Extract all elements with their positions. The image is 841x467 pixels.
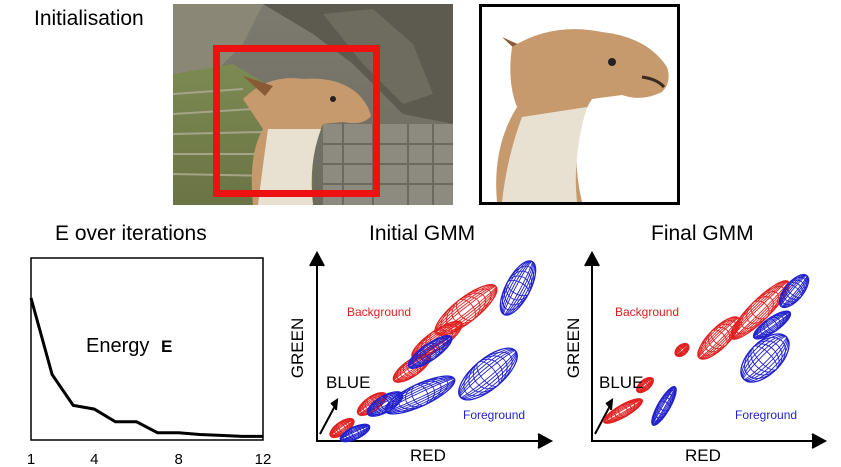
gmm-ellipsoid <box>651 386 677 426</box>
gmm-ellipsoid <box>407 335 453 369</box>
input-photo <box>173 4 453 205</box>
gmm-ellipsoid <box>740 333 790 383</box>
energy-word: Energy <box>86 335 150 357</box>
final-gmm-ylabel: GREEN <box>564 317 584 379</box>
gmm-ellipsoid <box>603 398 643 424</box>
segmented-llama-image <box>496 29 669 202</box>
gmm-ellipsoid <box>674 342 690 358</box>
initial-gmm-zlabel: BLUE <box>326 373 371 392</box>
final-gmm-xlabel: RED <box>685 446 721 465</box>
energy-chart-frame <box>30 257 264 441</box>
gmm-ellipsoid <box>458 347 518 401</box>
gmm-ellipsoid <box>636 376 654 394</box>
energy-x-tick: 1 <box>27 451 35 467</box>
gmm-ellipsoid <box>499 260 537 316</box>
initial-gmm-axes <box>309 250 554 449</box>
energy-panel-title: E over iterations <box>55 222 207 245</box>
gmm-ellipsoid <box>730 280 790 340</box>
final-gmm-foreground-label: Foreground <box>735 408 798 422</box>
final-gmm-axes <box>584 250 828 449</box>
gmm-ellipsoid <box>778 273 810 309</box>
selection-box <box>213 45 380 197</box>
gmm-ellipsoid <box>366 391 404 417</box>
initialisation-label: Initialisation <box>34 7 144 30</box>
gmm-ellipsoid <box>752 310 792 340</box>
final-gmm-title: Final GMM <box>651 222 754 245</box>
gmm-ellipsoid <box>339 423 371 443</box>
gmm-ellipsoid <box>434 284 498 336</box>
initial-gmm-title: Initial GMM <box>369 222 476 245</box>
initial-gmm-background-label: Background <box>347 305 412 319</box>
final-gmm-background-label: Background <box>615 305 680 319</box>
energy-x-tick: 8 <box>174 451 182 467</box>
initial-gmm-xlabel: RED <box>410 446 446 465</box>
energy-curve-label: Energy E <box>86 335 172 358</box>
energy-x-tick: 12 <box>255 451 272 467</box>
energy-curve <box>29 297 263 438</box>
initial-gmm-ellipses <box>329 260 537 443</box>
energy-x-tick: 4 <box>90 451 98 467</box>
energy-x-ticks: 1 4 8 12 <box>27 451 272 467</box>
final-gmm-ellipses <box>603 273 810 426</box>
initial-gmm-foreground-label: Foreground <box>463 408 526 422</box>
segmented-photo <box>479 4 680 205</box>
energy-symbol: E <box>160 337 173 356</box>
final-gmm-zlabel: BLUE <box>599 373 644 392</box>
